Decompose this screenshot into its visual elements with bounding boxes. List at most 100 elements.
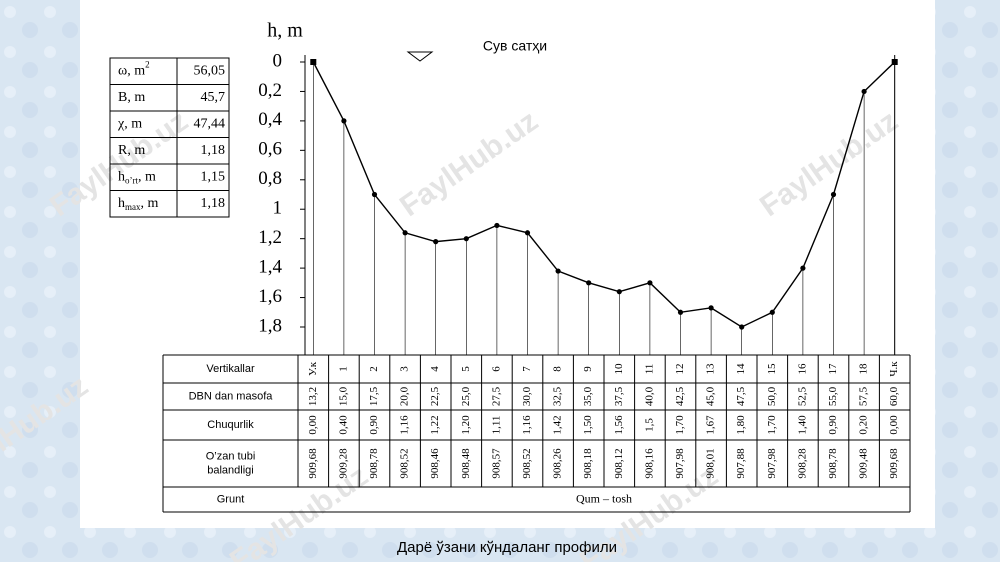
y-tick-label: 0,2 — [258, 80, 282, 101]
vertical-label: 2 — [368, 366, 380, 372]
vertical-label: 4 — [429, 366, 441, 372]
y-tick-label: 0,8 — [258, 168, 282, 189]
vertical-label: 7 — [521, 366, 533, 372]
y-tick-label: 1,6 — [258, 286, 282, 307]
distance-cell: 50,0 — [766, 386, 778, 406]
param-label-main: R, m — [118, 143, 145, 158]
point — [830, 191, 837, 198]
elevation-cell: 908,26 — [552, 448, 564, 479]
depth-cell: 1,11 — [490, 416, 502, 435]
elevation-cell: 909,68 — [888, 448, 900, 479]
param-label-main: B, m — [118, 90, 145, 105]
param-value: 1,18 — [201, 196, 226, 211]
depth-cell: 1,50 — [582, 415, 594, 435]
distance-cell: 55,0 — [827, 386, 839, 406]
depth-cell: 1,67 — [705, 415, 717, 435]
depth-cell: 0,90 — [368, 415, 380, 435]
profile-line — [312, 61, 896, 328]
depth-cell: 0,00 — [888, 415, 900, 435]
param-label-main: χ, m — [117, 116, 142, 131]
point — [800, 265, 806, 271]
elevation-cell: 908,16 — [643, 448, 655, 479]
elevation-cell: 908,78 — [368, 448, 380, 479]
depth-cell: 1,22 — [429, 415, 441, 434]
param-cell — [176, 190, 230, 218]
row-label: Vertikallar — [206, 363, 255, 375]
y-tick-label: 1,2 — [258, 227, 282, 248]
grunt-cell: Qum – tosh — [576, 491, 632, 505]
param-label-sup: 2 — [145, 59, 150, 69]
depth-cell: 0,40 — [337, 415, 349, 435]
elevation-cell: 908,78 — [827, 448, 839, 479]
distance-cell: 42,5 — [674, 386, 686, 406]
param-label-unit: , m — [138, 169, 156, 184]
distance-cell: 13,2 — [307, 387, 319, 406]
point — [555, 268, 561, 274]
y-tick-label: 0,4 — [258, 109, 282, 130]
y-tick-label: 1,4 — [258, 256, 282, 277]
param-label: R, m — [118, 143, 145, 158]
depth-cell: 1,40 — [796, 415, 808, 435]
param-label-main: h — [118, 196, 125, 211]
distance-cell: 30,0 — [521, 386, 533, 406]
distance-cell: 25,0 — [460, 386, 472, 406]
row-label: O’zan tubi balandligi — [206, 450, 256, 476]
distance-cell: 15,0 — [337, 386, 349, 406]
y-tick-label: 1 — [273, 198, 283, 219]
depth-cell: 1,70 — [674, 415, 686, 435]
point — [463, 236, 469, 242]
depth-cell: 0,90 — [827, 415, 839, 435]
point — [310, 59, 317, 65]
depth-cell: 1,5 — [643, 418, 655, 432]
param-value: 1,15 — [201, 169, 226, 184]
row-label: Chuqurlik — [207, 419, 254, 431]
distance-cell: 27,5 — [490, 386, 502, 406]
depth-cell: 0,00 — [307, 415, 319, 435]
param-value: 47,44 — [194, 116, 226, 131]
distance-cell: 57,5 — [858, 386, 870, 406]
row-label: DBN dan masofa — [189, 390, 274, 402]
elevation-cell: 908,52 — [399, 448, 411, 478]
vertical-label: 16 — [796, 363, 808, 375]
point — [616, 289, 622, 295]
elevation-cell: 907,98 — [766, 448, 778, 479]
elevation-cell: 909,28 — [337, 448, 349, 479]
distance-cell: 40,0 — [643, 386, 655, 406]
point — [677, 309, 684, 315]
depth-cell: 1,70 — [766, 415, 778, 435]
vertical-label: 1 — [337, 366, 349, 372]
point — [708, 305, 714, 311]
vertical-label: 18 — [858, 363, 870, 375]
annotation: Сув сатҳи — [483, 38, 547, 54]
depth-cell: 1,16 — [521, 415, 533, 435]
param-value: 45,7 — [201, 90, 226, 105]
distance-cell: 60,0 — [888, 386, 900, 406]
distance-cell: 17,5 — [368, 386, 380, 406]
distance-cell: 20,0 — [399, 386, 411, 406]
depth-cell: 1,80 — [735, 415, 747, 435]
y-tick-label: 0,6 — [258, 139, 282, 160]
vertical-label: 8 — [552, 366, 564, 372]
elevation-cell: 908,18 — [582, 448, 594, 479]
vertical-label: Ч.к — [888, 361, 900, 377]
distance-cell: 22,5 — [429, 386, 441, 406]
distance-cell: 37,5 — [613, 386, 625, 406]
param-label: ho’rt, m — [118, 169, 156, 185]
vertical-label: 5 — [460, 366, 472, 372]
param-label-sub: max — [125, 202, 141, 212]
vertical-label: 3 — [399, 366, 411, 372]
y-tick-label: 1,8 — [258, 315, 282, 336]
param-label-main: h — [118, 169, 125, 184]
point — [739, 324, 745, 330]
y-tick-label: 0 — [273, 50, 283, 71]
vertical-label: 17 — [827, 363, 839, 375]
point — [861, 88, 867, 95]
row-label: Grunt — [217, 493, 245, 505]
elevation-cell: 908,57 — [490, 448, 502, 479]
elevation-cell: 907,98 — [674, 448, 686, 479]
point — [402, 230, 408, 236]
elevation-cell: 908,12 — [613, 448, 625, 478]
elevation-cell: 908,28 — [796, 448, 808, 479]
elevation-cell: 908,01 — [705, 448, 717, 478]
